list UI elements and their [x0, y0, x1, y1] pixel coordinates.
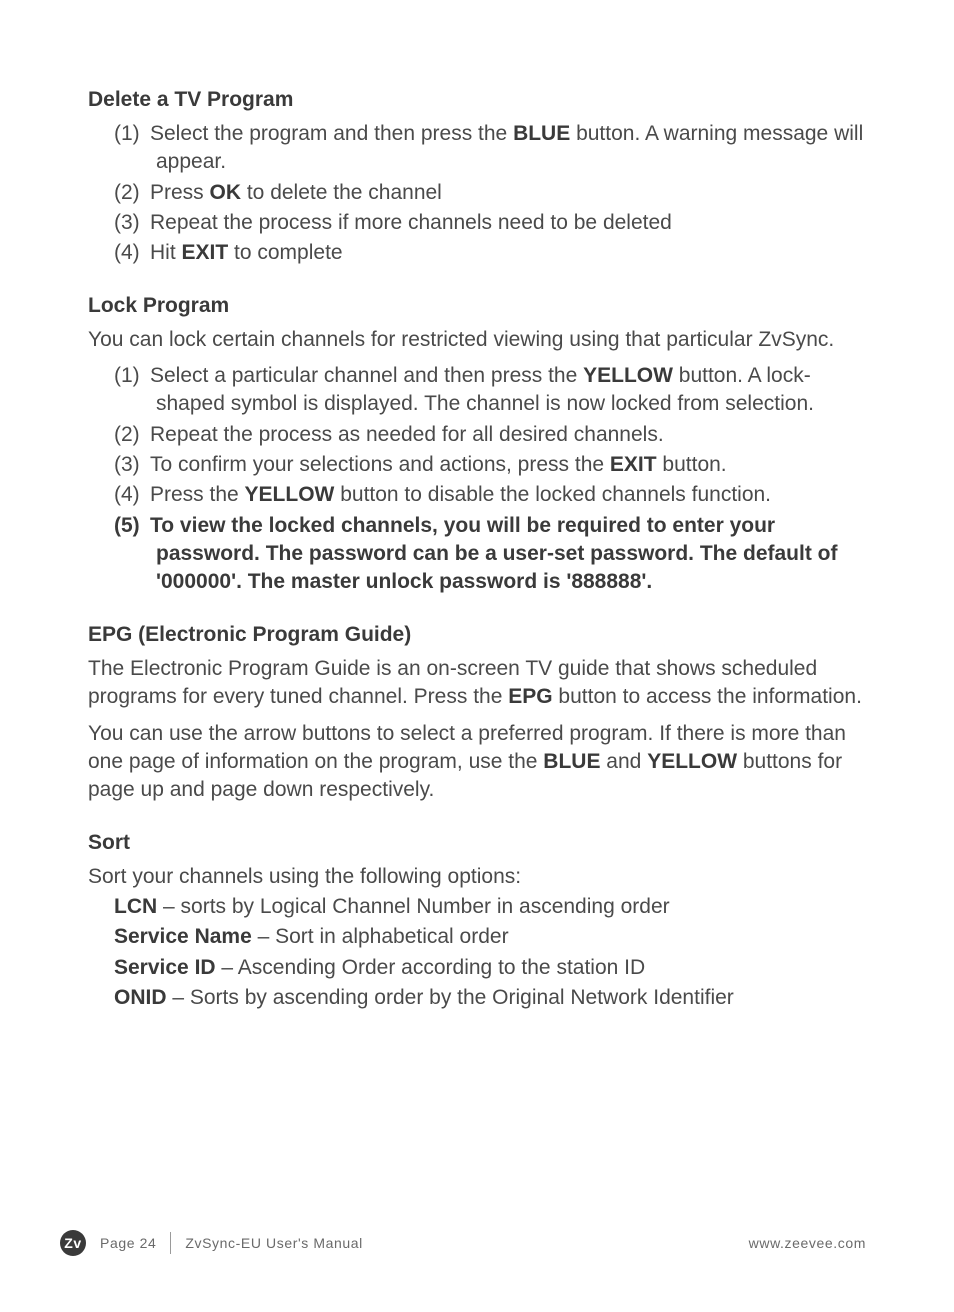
list-sort-options: LCN – sorts by Logical Channel Number in… [88, 893, 866, 1012]
item-text: button. [657, 453, 727, 476]
item-text: to delete the channel [241, 181, 442, 204]
paragraph: You can lock certain channels for restri… [88, 326, 866, 354]
text: button to access the information. [553, 685, 862, 708]
list-item: (2)Repeat the process as needed for all … [114, 421, 866, 449]
item-text: button to disable the locked channels fu… [334, 483, 771, 506]
list-item: (1)Select the program and then press the… [114, 120, 866, 177]
footer-url: www.zeevee.com [749, 1235, 866, 1251]
heading-lock-program: Lock Program [88, 294, 866, 318]
list-item: (3)To confirm your selections and action… [114, 451, 866, 479]
bold-term: YELLOW [583, 364, 673, 387]
item-text: – Ascending Order according to the stati… [216, 956, 646, 979]
bold-term: YELLOW [647, 750, 737, 773]
list-item: (3)Repeat the process if more channels n… [114, 209, 866, 237]
bold-term: YELLOW [245, 483, 335, 506]
section-epg: EPG (Electronic Program Guide) The Elect… [88, 623, 866, 805]
bold-term: BLUE [543, 750, 600, 773]
zv-logo-icon: Zv [60, 1230, 86, 1256]
list-lock-program: (1)Select a particular channel and then … [88, 362, 866, 597]
item-number: (4) [114, 239, 150, 267]
footer-divider [170, 1232, 171, 1254]
item-text: – sorts by Logical Channel Number in asc… [157, 895, 669, 918]
section-lock-program: Lock Program You can lock certain channe… [88, 294, 866, 597]
bold-term: Service Name [114, 925, 252, 948]
item-text: Repeat the process as needed for all des… [150, 423, 664, 446]
list-item: (4)Hit EXIT to complete [114, 239, 866, 267]
bold-term: EXIT [610, 453, 657, 476]
bold-term: LCN [114, 895, 157, 918]
list-item: (2)Press OK to delete the channel [114, 179, 866, 207]
list-item: ONID – Sorts by ascending order by the O… [114, 984, 866, 1012]
item-text: To confirm your selections and actions, … [150, 453, 610, 476]
heading-sort: Sort [88, 831, 866, 855]
text: and [600, 750, 647, 773]
item-text: Press the [150, 483, 245, 506]
bold-term: EPG [508, 685, 552, 708]
item-number: (4) [114, 481, 150, 509]
section-sort: Sort Sort your channels using the follow… [88, 831, 866, 1013]
page-number: Page 24 [100, 1235, 156, 1251]
list-item: Service ID – Ascending Order according t… [114, 954, 866, 982]
section-delete-program: Delete a TV Program (1)Select the progra… [88, 88, 866, 268]
item-text: Hit [150, 241, 182, 264]
svg-text:Zv: Zv [64, 1235, 82, 1251]
item-text: Press [150, 181, 210, 204]
item-number: (1) [114, 120, 150, 148]
bold-term: Service ID [114, 956, 216, 979]
item-text: – Sort in alphabetical order [252, 925, 509, 948]
item-text: Repeat the process if more channels need… [150, 211, 672, 234]
bold-term: BLUE [513, 122, 570, 145]
item-number: (2) [114, 421, 150, 449]
page-footer: Zv Page 24 ZvSync-EU User's Manual www.z… [0, 1230, 954, 1256]
list-delete-program: (1)Select the program and then press the… [88, 120, 866, 268]
list-item-bold: (5)To view the locked channels, you will… [114, 512, 866, 597]
list-item: Service Name – Sort in alphabetical orde… [114, 923, 866, 951]
list-item: LCN – sorts by Logical Channel Number in… [114, 893, 866, 921]
item-number: (1) [114, 362, 150, 390]
item-number: (3) [114, 209, 150, 237]
paragraph: You can use the arrow buttons to select … [88, 720, 866, 805]
item-number: (3) [114, 451, 150, 479]
bold-term: OK [210, 181, 242, 204]
item-number: (5) [114, 512, 150, 540]
doc-title: ZvSync-EU User's Manual [185, 1235, 363, 1251]
list-item: (1)Select a particular channel and then … [114, 362, 866, 419]
item-number: (2) [114, 179, 150, 207]
item-text: to complete [228, 241, 342, 264]
item-text: Select the program and then press the [150, 122, 513, 145]
paragraph: Sort your channels using the following o… [88, 863, 866, 891]
heading-epg: EPG (Electronic Program Guide) [88, 623, 866, 647]
paragraph: The Electronic Program Guide is an on-sc… [88, 655, 866, 712]
bold-term: EXIT [182, 241, 229, 264]
heading-delete-program: Delete a TV Program [88, 88, 866, 112]
item-text: – Sorts by ascending order by the Origin… [167, 986, 734, 1009]
item-text: Select a particular channel and then pre… [150, 364, 583, 387]
list-item: (4)Press the YELLOW button to disable th… [114, 481, 866, 509]
bold-term: ONID [114, 986, 167, 1009]
item-text: To view the locked channels, you will be… [150, 514, 838, 594]
